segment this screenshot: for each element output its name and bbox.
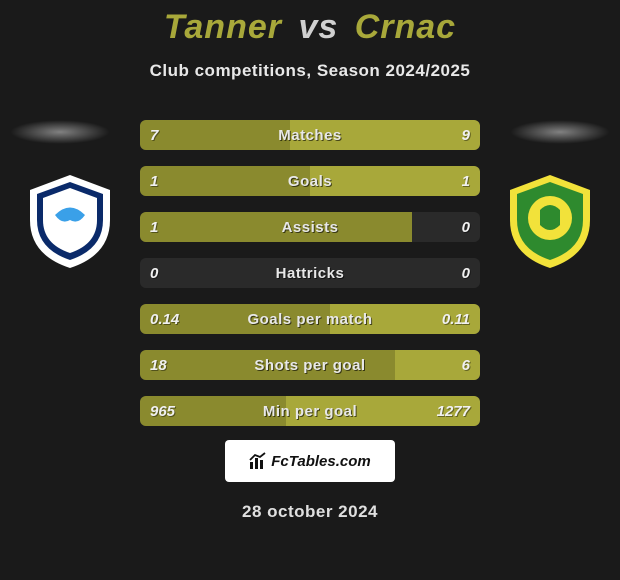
- player2-name: Crnac: [355, 8, 456, 46]
- subtitle: Club competitions, Season 2024/2025: [0, 61, 620, 81]
- shield-icon: [500, 170, 600, 270]
- stat-row: 11Goals: [140, 166, 480, 196]
- stat-label: Min per goal: [140, 396, 480, 426]
- stat-row: 10Assists: [140, 212, 480, 242]
- club-crest-left: [20, 170, 120, 270]
- stat-label: Goals: [140, 166, 480, 196]
- stat-label: Goals per match: [140, 304, 480, 334]
- comparison-title: Tanner vs Crnac: [0, 0, 620, 47]
- stat-row: 00Hattricks: [140, 258, 480, 288]
- stat-label: Matches: [140, 120, 480, 150]
- stat-row: 186Shots per goal: [140, 350, 480, 380]
- chart-icon: [249, 452, 267, 470]
- stat-label: Assists: [140, 212, 480, 242]
- crest-shadow-left: [10, 120, 110, 144]
- stat-label: Shots per goal: [140, 350, 480, 380]
- date-text: 28 october 2024: [0, 502, 620, 522]
- club-crest-right: [500, 170, 600, 270]
- branding-badge: FcTables.com: [225, 440, 395, 482]
- vs-text: vs: [298, 8, 338, 46]
- stat-row: 0.140.11Goals per match: [140, 304, 480, 334]
- stat-row: 9651277Min per goal: [140, 396, 480, 426]
- player1-name: Tanner: [164, 8, 282, 46]
- stat-label: Hattricks: [140, 258, 480, 288]
- branding-text: FcTables.com: [271, 453, 370, 470]
- crest-shadow-right: [510, 120, 610, 144]
- stat-row: 79Matches: [140, 120, 480, 150]
- shield-icon: [20, 170, 120, 270]
- stats-table: 79Matches 11Goals 10Assists 00Hattricks 0.14…: [140, 120, 480, 442]
